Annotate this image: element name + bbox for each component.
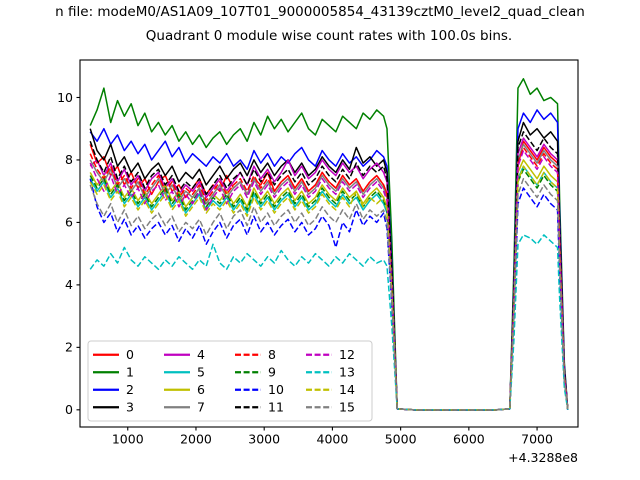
xtick-label: 1000: [112, 432, 144, 447]
legend-item-7[interactable]: 7: [164, 400, 205, 415]
legend-label-4: 4: [197, 347, 205, 362]
xtick-label: 2000: [180, 432, 212, 447]
xtick-label: 4000: [317, 432, 349, 447]
ytick-label: 6: [65, 215, 73, 230]
legend-item-15[interactable]: 15: [306, 400, 355, 415]
legend-item-11[interactable]: 11: [235, 400, 284, 415]
legend-item-13[interactable]: 13: [306, 365, 355, 380]
legend-item-2[interactable]: 2: [93, 382, 134, 397]
xtick-label: 3000: [248, 432, 280, 447]
legend-item-0[interactable]: 0: [93, 347, 134, 362]
legend-item-4[interactable]: 4: [164, 347, 205, 362]
legend-item-9[interactable]: 9: [235, 365, 276, 380]
legend-label-14: 14: [339, 382, 355, 397]
ytick-label: 8: [65, 152, 73, 167]
legend-label-7: 7: [197, 400, 205, 415]
legend-label-5: 5: [197, 365, 205, 380]
legend-label-0: 0: [126, 347, 134, 362]
axes-spines: [79, 59, 579, 428]
data-series-layer: [89, 77, 569, 411]
ytick-label: 10: [57, 90, 73, 105]
legend-item-12[interactable]: 12: [306, 347, 355, 362]
axis-ticks-layer: 1000 2000 3000 4000 5000 6000 7000 +4.3288e8 0 2 4…: [57, 90, 578, 465]
legend-label-12: 12: [339, 347, 355, 362]
axes-title: Quadrant 0 module wise count rates with …: [145, 28, 513, 44]
ytick-label: 2: [65, 340, 73, 355]
legend-item-14[interactable]: 14: [306, 382, 355, 397]
legend-label-8: 8: [268, 347, 276, 362]
legend-label-13: 13: [339, 365, 355, 380]
series-line-13: [89, 234, 569, 411]
xtick-label: 5000: [385, 432, 417, 447]
series-line-15: [89, 177, 569, 411]
legend-item-6[interactable]: 6: [164, 382, 205, 397]
legend-item-1[interactable]: 1: [93, 365, 134, 380]
figure-suptitle: n file: modeM0/AS1A09_107T01_9000005854_…: [55, 4, 585, 20]
legend-item-5[interactable]: 5: [164, 365, 205, 380]
x-axis-offset-label: +4.3288e8: [508, 450, 578, 465]
legend-label-10: 10: [268, 382, 284, 397]
legend-label-2: 2: [126, 382, 134, 397]
legend-label-15: 15: [339, 400, 355, 415]
xtick-label: 6000: [453, 432, 485, 447]
legend-label-9: 9: [268, 365, 276, 380]
legend-item-3[interactable]: 3: [93, 400, 134, 415]
legend-label-1: 1: [126, 365, 134, 380]
axes-frame: [79, 59, 579, 428]
ytick-label: 0: [65, 402, 73, 417]
series-line-12: [89, 149, 569, 411]
legend-label-6: 6: [197, 382, 205, 397]
legend-box: [87, 340, 373, 422]
ytick-label: 4: [65, 277, 73, 292]
legend-label-3: 3: [126, 400, 134, 415]
legend-item-8[interactable]: 8: [235, 347, 276, 362]
xtick-label: 7000: [521, 432, 553, 447]
legend-item-10[interactable]: 10: [235, 382, 284, 397]
legend-label-11: 11: [268, 400, 284, 415]
